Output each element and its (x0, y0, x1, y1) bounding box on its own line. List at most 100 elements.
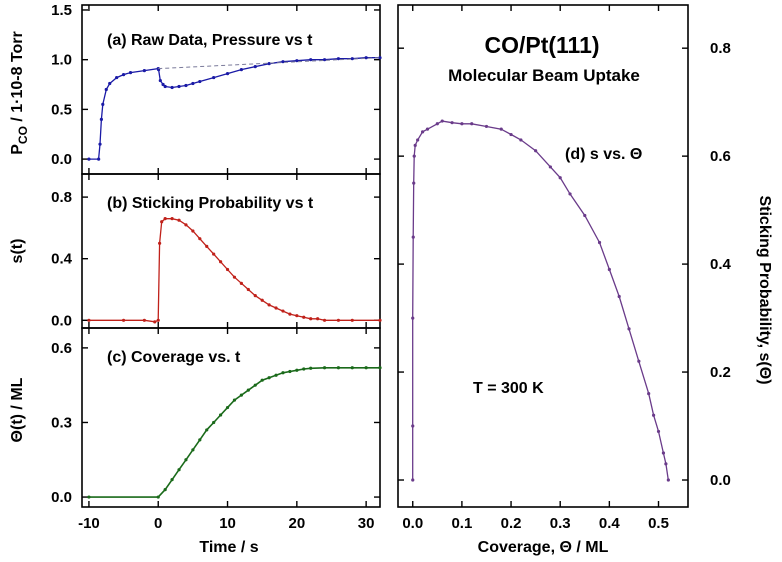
panel-a-data-point (128, 71, 133, 75)
panel-c-data-point (281, 371, 285, 375)
panel-a-data-point (336, 57, 341, 61)
panel-d-ytick-label: 0.0 (710, 472, 731, 489)
panel-d-data-point (425, 127, 430, 131)
panel-b-data-point (160, 220, 164, 224)
panel-d-data-point (411, 478, 415, 482)
panel-b-data-point (274, 306, 278, 310)
panel-b-data-point (260, 298, 264, 302)
panel-b-data-point (177, 218, 181, 222)
panel-d-xtick-label: 0.2 (501, 515, 522, 532)
panel-d-data-point (519, 138, 523, 142)
panel-c-data-point (219, 413, 223, 417)
panel-c-data-point (177, 468, 181, 472)
panel-c-data-point (364, 366, 368, 370)
panel-d-xtick-label: 0.3 (550, 515, 571, 532)
panel-d-data-point (656, 429, 661, 434)
panel-b-data-point (225, 267, 230, 272)
panel-a-data-point (225, 71, 230, 76)
panel-c-data-point (309, 366, 313, 370)
panel-b-data-point (198, 237, 202, 241)
panel-b-ylabel: s(t) (9, 239, 26, 264)
panel-c-data-point (156, 495, 160, 499)
panel-c-data-point (205, 428, 209, 432)
panel-d-ytick-label: 0.4 (710, 256, 732, 273)
panel-d-data-point (666, 478, 670, 482)
panel-d-data-point (617, 294, 621, 299)
panel-b-data-point (156, 318, 160, 322)
panel-c-data-point (350, 366, 354, 370)
panel-d-xtick-label: 0.0 (402, 515, 423, 532)
panel-c-ylabel: Θ(t) / ML (9, 377, 26, 442)
panel-d-data-point (411, 316, 415, 320)
panel-b-data-point (87, 318, 91, 322)
panel-b-data-point (295, 314, 299, 318)
panel-c-data-point (267, 376, 271, 380)
panel-b-data-point (219, 260, 223, 264)
panel-a-baseline-dashed (158, 57, 381, 70)
panel-c-xtick-label: 10 (219, 515, 236, 532)
panel-c-title: (c) Coverage vs. t (107, 349, 241, 366)
panel-b-data-point (232, 275, 237, 279)
panel-d-annotation: (d) s vs. Θ (565, 146, 642, 163)
panel-c-data-point (232, 398, 237, 402)
panel-c-data-point (378, 366, 382, 370)
panel-c-xtick-label: 30 (358, 515, 375, 532)
panel-b-data-point (322, 318, 327, 322)
panel-b-data-point (281, 309, 285, 313)
panel-c-ytick-label: 0.3 (51, 414, 72, 431)
panel-b-data-point (316, 317, 320, 321)
panel-d-sticking-vs-coverage: CO/Pt(111) Molecular Beam Uptake (d) s v… (397, 4, 773, 556)
panel-c-data-point (253, 383, 257, 387)
panel-a-data-point (253, 65, 257, 69)
panel-c-data-point (274, 373, 278, 377)
panel-a-data-point (267, 62, 271, 66)
panel-d-data-point (651, 413, 656, 417)
panel-b-data-point (158, 241, 162, 245)
panel-d-xtick-label: 0.5 (648, 515, 669, 532)
panel-d-data-point (637, 359, 641, 363)
panel-d-data-point (558, 176, 562, 180)
panel-a-data-point (163, 84, 167, 89)
panel-b-data-point (239, 281, 243, 285)
panel-a-data-point (170, 85, 174, 90)
panel-c-data-point (302, 367, 306, 371)
panel-d-data-point (509, 132, 513, 137)
panel-d-data-point (460, 122, 464, 126)
panel-a-data-point (212, 75, 216, 80)
panel-d-data-point (534, 149, 538, 153)
panel-b-data-point (163, 217, 167, 221)
panel-b-ytick-label: 0.0 (51, 312, 72, 329)
panel-b-ytick-label: 0.4 (51, 251, 73, 268)
panel-d-data-point (597, 240, 602, 245)
panel-a-data-point (161, 82, 165, 87)
panel-d-data-point (411, 424, 415, 428)
panel-c-ytick-label: 0.0 (51, 489, 72, 506)
panel-c-xtick-label: 20 (288, 515, 305, 532)
panel-b-data-point (378, 318, 382, 322)
panel-c-data-point (170, 478, 174, 482)
panel-d-data-point (484, 124, 489, 129)
panel-b-data-point (184, 223, 188, 227)
panel-a-ylabel-sub: CO (16, 126, 30, 144)
panel-c-data-point (246, 388, 250, 392)
panel-a-title: (a) Raw Data, Pressure vs t (107, 32, 313, 49)
panel-c-coverage-vs-time: (c) Coverage vs. t Θ(t) / ML Time / s 0.… (9, 327, 382, 556)
panel-b-data-point (309, 317, 313, 321)
panel-d-xtick-label: 0.4 (599, 515, 621, 532)
panel-d-series-line (412, 120, 669, 481)
panel-a-ytick-label: 1.5 (51, 2, 72, 19)
panel-a-series-line (88, 57, 380, 160)
panel-b-data-point (205, 244, 209, 248)
panel-b-ytick-label: 0.8 (51, 189, 72, 206)
panel-a-data-point (322, 58, 327, 62)
panel-c-data-point (212, 420, 216, 425)
panel-d-data-point (412, 154, 416, 158)
panel-b-data-point (191, 229, 195, 233)
panel-b-data-point (121, 318, 126, 322)
panel-a-data-point (184, 83, 188, 88)
panel-b-data-point (170, 217, 174, 221)
panel-a-ylabel-rest: / 1·10-8 Torr (9, 31, 26, 126)
panel-d-data-point (450, 121, 454, 125)
panel-c-xlabel: Time / s (199, 539, 258, 556)
